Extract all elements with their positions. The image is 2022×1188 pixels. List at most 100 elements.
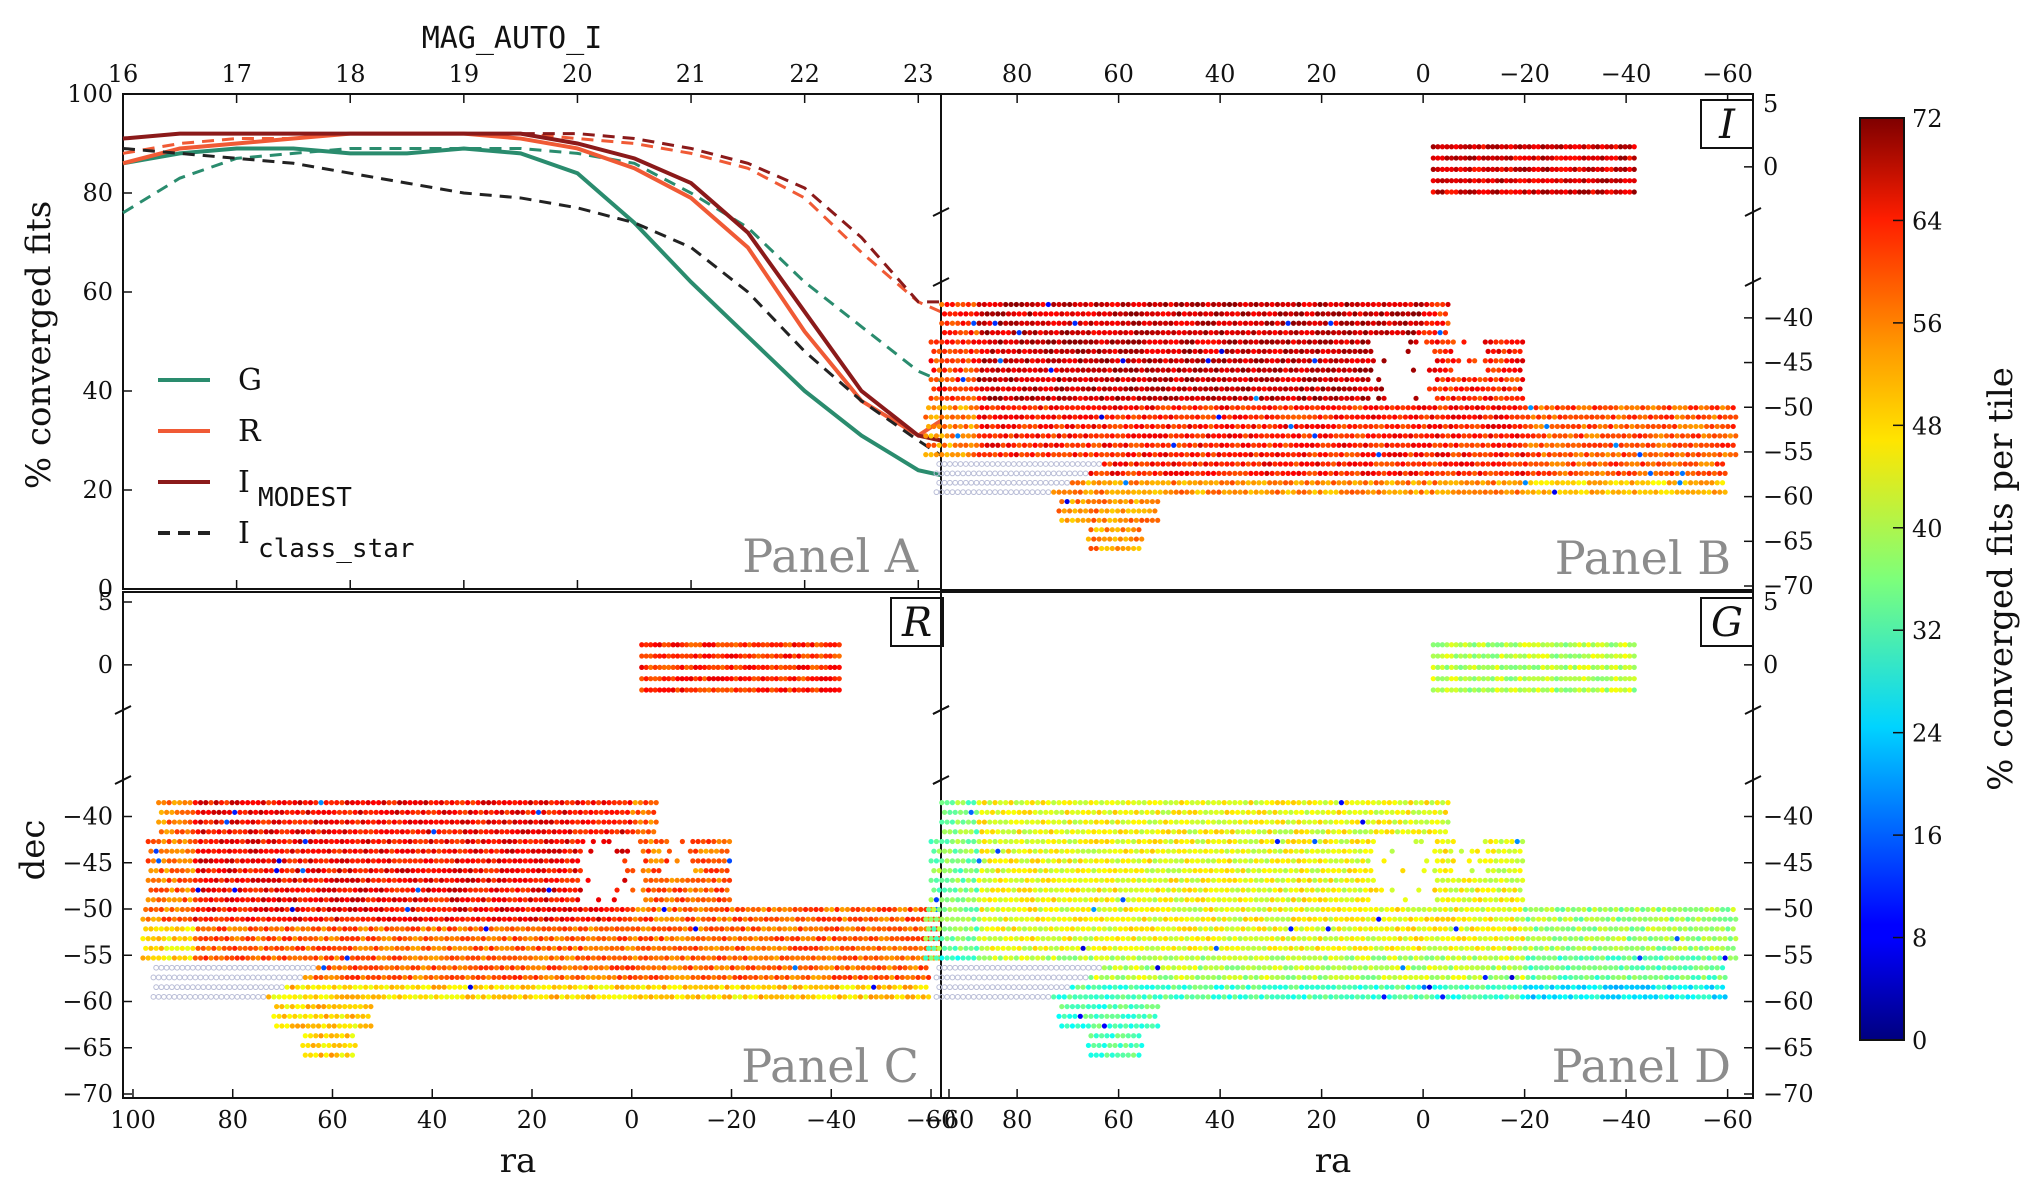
tile-dot [1637, 452, 1643, 458]
tile-dot [258, 829, 264, 835]
tile-dot [1535, 452, 1542, 458]
tile-dot [652, 676, 658, 682]
tile-dot [1251, 442, 1257, 448]
tile-dot [1585, 166, 1592, 172]
tile-dot [530, 887, 536, 893]
tile-dot [1053, 367, 1060, 373]
tile-dot [740, 906, 746, 913]
tile-dot [496, 936, 502, 942]
tile-dot [1043, 423, 1049, 430]
tile-dot [1357, 311, 1363, 317]
tile-dot [239, 800, 246, 806]
tile-dot [1671, 405, 1678, 411]
tile-dot [512, 897, 518, 903]
tile-dot [1072, 414, 1078, 420]
tile-dot [310, 809, 316, 815]
tile-dot [279, 809, 285, 815]
tile-dot [1378, 442, 1385, 448]
tile-dot [205, 829, 212, 835]
tile-dot [1288, 461, 1294, 467]
tile-dot [1085, 442, 1092, 448]
tile-dot [1437, 386, 1443, 392]
tile-dot [1146, 452, 1153, 458]
tile-dot [360, 897, 366, 903]
tile-dot [1085, 330, 1092, 336]
tile-dot [1096, 367, 1102, 373]
tile-dot [643, 642, 649, 648]
tile-dot [737, 916, 743, 922]
tile-dot [1522, 423, 1528, 430]
tile-dot [1360, 339, 1366, 345]
tile-dot [331, 926, 337, 932]
tile-dot [1261, 348, 1267, 354]
tile-dot [436, 887, 442, 893]
tile-dot [1224, 367, 1230, 373]
tile-dot [1325, 386, 1331, 392]
tile-dot [1173, 376, 1179, 383]
tile-dot [1494, 166, 1500, 172]
tile-dot [1378, 330, 1385, 336]
tile-dot [1434, 301, 1440, 308]
tile-dot [860, 906, 866, 913]
tile-dot [1200, 376, 1206, 383]
tile-dot [1349, 452, 1355, 458]
tile-dot [1389, 442, 1395, 448]
tile-dot [575, 916, 581, 922]
tile-dot [399, 906, 405, 913]
tile-dot [171, 819, 177, 825]
tile-dot [1533, 405, 1539, 411]
tile-dot [1301, 301, 1307, 308]
tile-dot [1509, 376, 1515, 383]
tile-dot [1621, 452, 1627, 458]
tile-dot [1336, 386, 1342, 392]
tile-dot [1029, 452, 1035, 458]
tile-dot [1504, 339, 1510, 345]
tile-dot [805, 936, 811, 942]
tile-dot [1168, 320, 1174, 326]
tile-dot [326, 829, 332, 835]
tile-dot [1458, 144, 1464, 150]
tile-dot [577, 887, 583, 893]
tile-dot [1165, 311, 1171, 317]
tile-dot [729, 926, 735, 932]
tile-dot [1258, 358, 1265, 364]
tile-dot [1115, 320, 1121, 326]
legend-subscript: class_star [258, 534, 415, 564]
tile-dot [719, 926, 725, 932]
tile-dot [339, 936, 345, 942]
tile-dot [632, 936, 638, 942]
tile-dot [1585, 178, 1592, 184]
tile-dot [1224, 461, 1230, 467]
tile-dot [755, 906, 762, 913]
tile-dot [823, 926, 830, 932]
tile-dot [1088, 301, 1094, 308]
tile-dot [693, 687, 699, 693]
tile-dot [331, 868, 337, 874]
tile-dot [1237, 395, 1243, 401]
tile-dot [1485, 461, 1491, 467]
tile-dot [428, 897, 434, 903]
tile-dot [1666, 405, 1672, 411]
tile-dot [1526, 178, 1532, 184]
tile-dot [1296, 470, 1302, 476]
tile-dot [1509, 414, 1515, 420]
tile-dot [1444, 178, 1450, 184]
tile-dot [161, 916, 167, 922]
tile-dot [1171, 311, 1177, 317]
tile-dot [670, 642, 676, 648]
tile-dot [1290, 433, 1297, 439]
tile-dot [493, 868, 500, 874]
tile-dot [726, 936, 733, 942]
tile-dot [1695, 470, 1702, 476]
tile-dot [1480, 178, 1487, 184]
tile-dot [1117, 442, 1124, 448]
break-mark [932, 277, 950, 287]
tile-dot [1477, 414, 1483, 420]
tile-dot [1056, 320, 1062, 326]
tile-dot [506, 916, 513, 922]
tile-dot [622, 819, 628, 825]
tile-dot [1149, 405, 1155, 411]
tile-dot [1730, 442, 1736, 448]
tile-dot [1184, 452, 1190, 458]
tile-dot [551, 887, 557, 893]
